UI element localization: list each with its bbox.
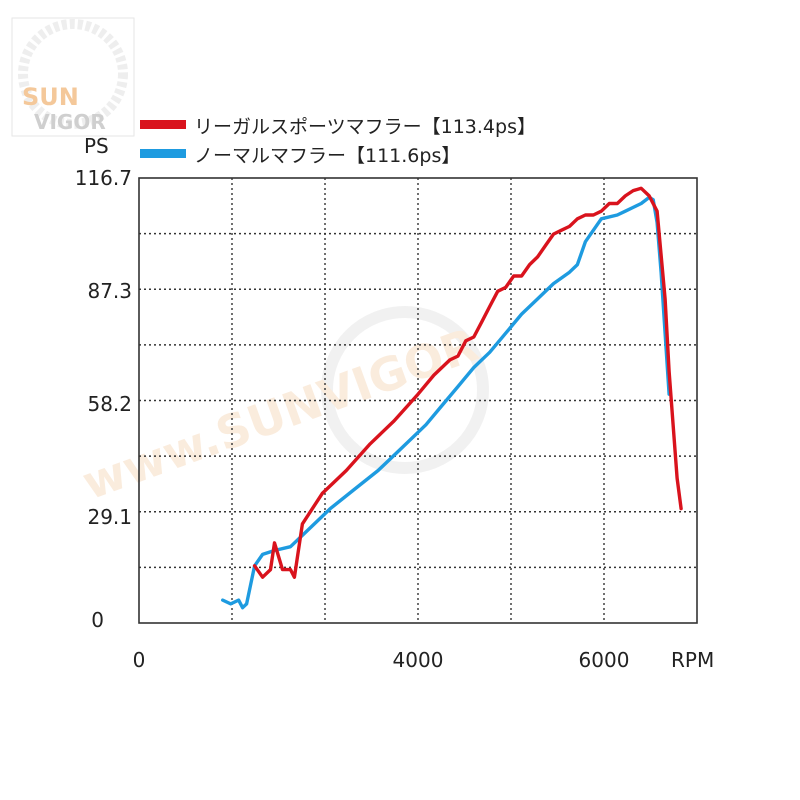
plot-frame (138, 177, 698, 624)
legend: リーガルスポーツマフラー【113.4ps】 ノーマルマフラー【111.6ps】 (140, 116, 536, 167)
y-tick-label-87-3: 87.3 (87, 279, 132, 303)
logo-line-sun: SUN (22, 83, 79, 111)
y-axis-label: PS (84, 134, 109, 158)
series-line-regal-sports-muffler (252, 186, 683, 579)
x-tick-label-0: 0 (133, 648, 146, 672)
legend-swatch-regal (140, 120, 186, 129)
legend-label-normal: ノーマルマフラー【111.6ps】 (194, 145, 460, 167)
legend-swatch-normal (140, 149, 186, 158)
legend-label-regal: リーガルスポーツマフラー【113.4ps】 (194, 116, 536, 138)
watermark-text: www.SUNVIGOR (75, 317, 484, 510)
x-tick-label-6000: 6000 (579, 648, 630, 672)
series-layer (220, 186, 683, 610)
series-line-normal-muffler (220, 195, 671, 610)
x-axis-label: RPM (671, 648, 714, 672)
sunvigor-logo: SUN VIGOR (11, 17, 135, 137)
x-tick-label-4000: 4000 (393, 648, 444, 672)
watermark: www.SUNVIGOR (75, 306, 489, 510)
grid (139, 178, 697, 623)
plot-area (138, 177, 698, 624)
logo-line-vigor: VIGOR (34, 110, 106, 134)
y-tick-label-29-1: 29.1 (87, 505, 132, 529)
y-tick-label-58-2: 58.2 (87, 392, 132, 416)
y-tick-label-0: 0 (91, 608, 104, 632)
y-tick-label-116-7: 116.7 (75, 166, 132, 190)
